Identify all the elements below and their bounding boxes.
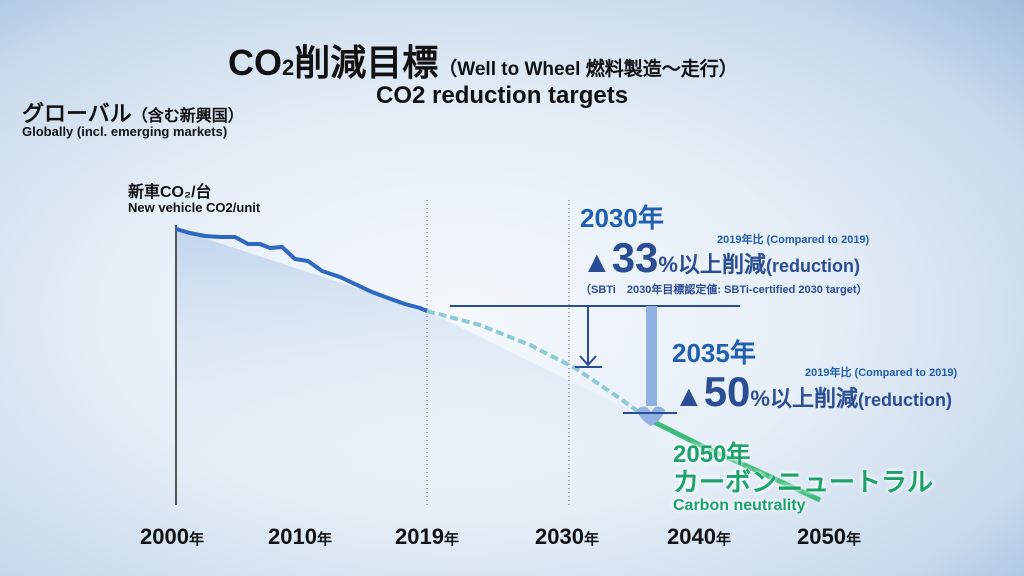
- target-2030-value: ▲33%以上削減(reduction): [582, 234, 860, 281]
- x-tick-2050: 2050年: [797, 524, 861, 549]
- target-2030-year: 2030年: [580, 203, 664, 233]
- arrow-2035: [646, 306, 657, 406]
- target-2030-note: （SBTi 2030年目標認定値: SBTi-certified 2030 ta…: [580, 284, 868, 296]
- area-under-curve: [176, 229, 650, 505]
- series-actual-line: [175, 227, 428, 313]
- target-2030-compare: 2019年比 (Compared to 2019): [717, 234, 870, 246]
- page-subtitle: CO2 reduction targets: [376, 82, 629, 109]
- x-tick-2000: 2000年: [140, 524, 204, 549]
- x-tick-2040: 2040年: [667, 524, 731, 549]
- target-2035-compare: 2019年比 (Compared to 2019): [805, 367, 958, 379]
- series-projection-dashed: [426, 309, 652, 422]
- page-title: CO2削減目標（Well to Wheel 燃料製造～走行）: [228, 42, 738, 83]
- target-2050-en: Carbon neutrality: [673, 497, 806, 514]
- arrow-2030-head: [579, 355, 597, 367]
- target-2035-value: ▲50%以上削減(reduction): [674, 368, 952, 415]
- x-tick-2010: 2010年: [268, 524, 332, 549]
- region-label: グローバル（含む新興国）: [22, 101, 244, 126]
- x-tick-2019: 2019年: [395, 524, 459, 549]
- target-2035-year: 2035年: [672, 338, 756, 368]
- target-2050-jp: カーボンニュートラル: [673, 467, 934, 497]
- x-tick-2030: 2030年: [535, 524, 599, 549]
- target-2050-year: 2050年: [673, 441, 751, 468]
- y-axis-label-en: New vehicle CO2/unit: [128, 200, 261, 215]
- series-neutral-line: [648, 417, 822, 503]
- region-label-en: Globally (incl. emerging markets): [22, 124, 228, 139]
- y-axis-label: 新車CO₂/台: [128, 184, 212, 201]
- arrow-2035-head: [637, 406, 665, 426]
